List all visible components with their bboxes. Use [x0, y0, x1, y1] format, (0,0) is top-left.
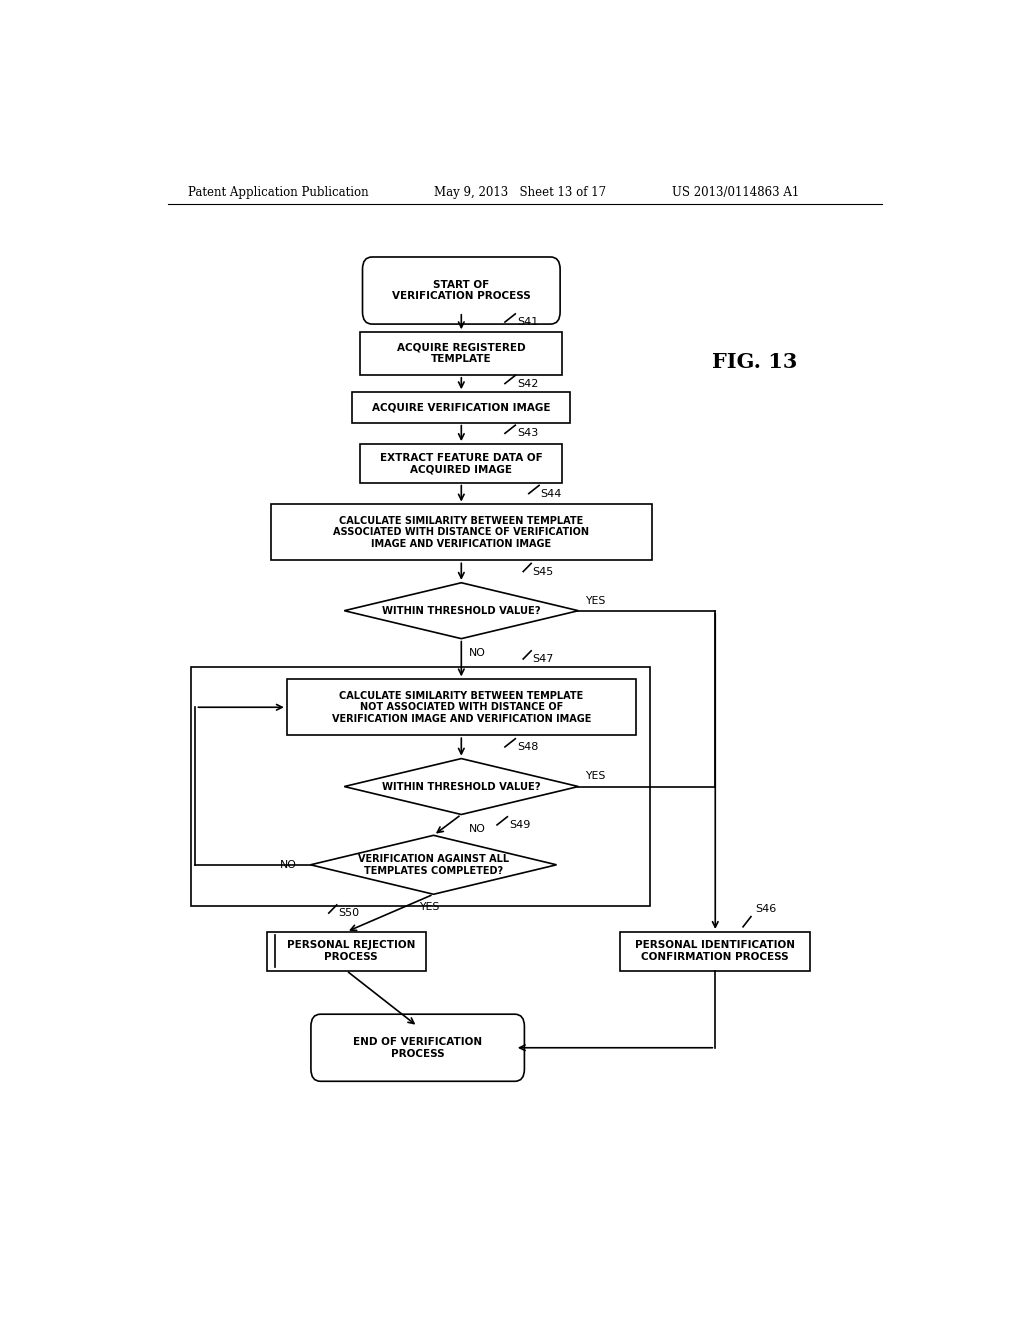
FancyBboxPatch shape [311, 1014, 524, 1081]
Text: ACQUIRE REGISTERED
TEMPLATE: ACQUIRE REGISTERED TEMPLATE [397, 343, 525, 364]
Bar [360, 444, 562, 483]
Text: S45: S45 [532, 566, 554, 577]
Bar [620, 932, 810, 970]
Text: FIG. 13: FIG. 13 [713, 351, 798, 372]
Text: EXTRACT FEATURE DATA OF
ACQUIRED IMAGE: EXTRACT FEATURE DATA OF ACQUIRED IMAGE [380, 453, 543, 474]
Text: NO: NO [469, 648, 485, 657]
Text: YES: YES [420, 903, 439, 912]
Bar [267, 932, 426, 970]
Polygon shape [344, 582, 579, 639]
Text: WITHIN THRESHOLD VALUE?: WITHIN THRESHOLD VALUE? [382, 781, 541, 792]
Text: PERSONAL IDENTIFICATION
CONFIRMATION PROCESS: PERSONAL IDENTIFICATION CONFIRMATION PRO… [635, 940, 796, 962]
Text: YES: YES [585, 771, 605, 781]
Bar [360, 333, 562, 375]
Text: S44: S44 [541, 488, 562, 499]
Text: S41: S41 [517, 317, 539, 327]
Bar [287, 680, 636, 735]
Text: VERIFICATION AGAINST ALL
TEMPLATES COMPLETED?: VERIFICATION AGAINST ALL TEMPLATES COMPL… [358, 854, 509, 875]
Text: May 9, 2013   Sheet 13 of 17: May 9, 2013 Sheet 13 of 17 [433, 186, 605, 199]
Bar [191, 667, 650, 907]
Text: PERSONAL REJECTION
PROCESS: PERSONAL REJECTION PROCESS [287, 940, 415, 962]
Text: S50: S50 [338, 908, 359, 919]
Text: START OF
VERIFICATION PROCESS: START OF VERIFICATION PROCESS [392, 280, 530, 301]
FancyBboxPatch shape [362, 257, 560, 325]
Polygon shape [344, 759, 579, 814]
Text: S47: S47 [532, 653, 554, 664]
Text: S49: S49 [509, 820, 530, 830]
Text: S43: S43 [517, 429, 539, 438]
Text: NO: NO [280, 859, 297, 870]
Text: YES: YES [585, 595, 605, 606]
Bar [270, 504, 651, 561]
Text: END OF VERIFICATION
PROCESS: END OF VERIFICATION PROCESS [353, 1038, 482, 1059]
Text: ACQUIRE VERIFICATION IMAGE: ACQUIRE VERIFICATION IMAGE [372, 403, 551, 412]
Bar [352, 392, 570, 422]
Text: CALCULATE SIMILARITY BETWEEN TEMPLATE
NOT ASSOCIATED WITH DISTANCE OF
VERIFICATI: CALCULATE SIMILARITY BETWEEN TEMPLATE NO… [332, 690, 591, 723]
Text: S46: S46 [755, 904, 776, 913]
Text: S42: S42 [517, 379, 539, 388]
Text: CALCULATE SIMILARITY BETWEEN TEMPLATE
ASSOCIATED WITH DISTANCE OF VERIFICATION
I: CALCULATE SIMILARITY BETWEEN TEMPLATE AS… [334, 516, 590, 549]
Polygon shape [310, 836, 557, 894]
Text: NO: NO [469, 824, 485, 834]
Text: Patent Application Publication: Patent Application Publication [187, 186, 369, 199]
Text: US 2013/0114863 A1: US 2013/0114863 A1 [672, 186, 799, 199]
Text: S48: S48 [517, 742, 539, 752]
Text: WITHIN THRESHOLD VALUE?: WITHIN THRESHOLD VALUE? [382, 606, 541, 615]
